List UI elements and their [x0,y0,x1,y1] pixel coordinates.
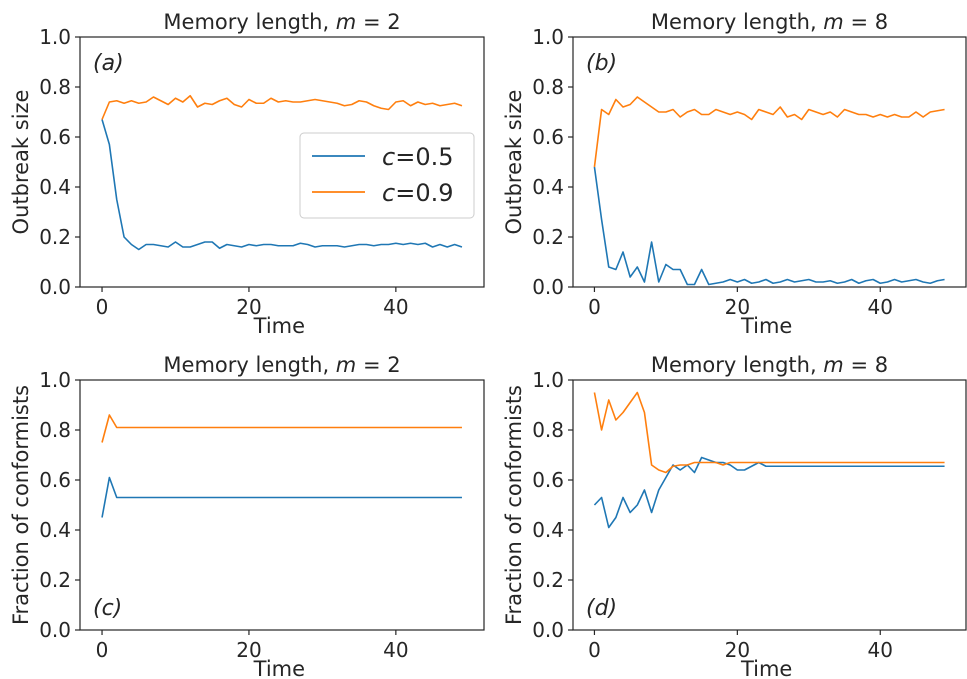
legend: c=0.5 c=0.9 [299,132,475,219]
y-tick-label: 0.4 [532,175,564,199]
plot-frame [79,379,485,631]
series-line-c-0-5 [593,166,945,286]
y-tick-label: 0.8 [39,418,71,442]
x-tick-label: 0 [588,638,601,662]
x-tick-label: 20 [725,638,750,662]
series-line-c-0-9 [101,414,462,443]
plot-frame [572,36,967,288]
series-line-c-0-5 [593,456,945,529]
series-line-c-0-9 [593,96,945,168]
y-axis-label: Outbreak size [502,90,526,235]
y-tick-label: 0.8 [532,418,564,442]
y-tick-label: 0.8 [39,75,71,99]
x-tick-label: 20 [236,638,261,662]
legend-box [299,132,475,219]
chart-panel-d: 0.0 0.2 0.4 0.6 0.8 1.0 0 20 40 Time Fraction of c… [502,353,967,679]
y-tick-label: 0.0 [39,275,71,299]
y-tick-label: 0.6 [39,125,71,149]
y-tick-label: 0.4 [39,518,71,542]
y-tick-label: 1.0 [39,368,71,392]
panel-label: (b) [586,51,617,76]
x-tick-label: 20 [725,295,750,319]
chart-title: Memory length, m = 8 [651,353,888,377]
x-tick-label: 40 [383,638,408,662]
legend-entry-label: c=0.9 [382,179,453,207]
panel-label: (a) [93,51,124,76]
y-axis-label: Fraction of conformists [9,385,33,625]
chart-title: Memory length, m = 2 [163,353,400,377]
y-tick-label: 0.2 [532,568,564,592]
series-line-c-0-9 [101,94,463,120]
plot-frame [572,379,967,631]
y-tick-label: 0.2 [39,568,71,592]
x-axis-label: Time [253,314,305,338]
x-axis-label: Time [740,314,792,338]
panel-label: (d) [586,596,617,621]
x-tick-label: 40 [868,295,893,319]
x-axis-label: Time [740,657,792,679]
series-line-c-0-5 [101,119,463,251]
chart-title: Memory length, m = 2 [163,10,400,34]
plot-frame [79,36,485,288]
y-tick-label: 0.4 [39,175,71,199]
y-tick-label: 0.6 [39,468,71,492]
x-tick-label: 0 [588,295,601,319]
y-tick-label: 0.0 [532,618,564,642]
series-line-c-0-5 [101,476,462,518]
y-axis-label: Fraction of conformists [502,385,526,625]
x-tick-label: 0 [96,638,109,662]
y-tick-label: 0.0 [39,618,71,642]
y-tick-label: 0.4 [532,518,564,542]
x-tick-label: 20 [236,295,261,319]
chart-title: Memory length, m = 8 [651,10,888,34]
y-tick-label: 1.0 [39,25,71,49]
series-line-c-0-9 [593,391,945,474]
y-tick-label: 0.2 [532,225,564,249]
y-tick-label: 0.6 [532,125,564,149]
x-tick-label: 40 [868,638,893,662]
y-tick-label: 1.0 [532,25,564,49]
chart-panel-c: 0.0 0.2 0.4 0.6 0.8 1.0 0 20 40 Time Fraction of c… [9,353,485,679]
y-tick-label: 0.0 [532,275,564,299]
chart-panel-b: 0.0 0.2 0.4 0.6 0.8 1.0 0 20 40 Time Outbreak size… [502,10,967,338]
y-tick-label: 0.2 [39,225,71,249]
y-tick-label: 1.0 [532,368,564,392]
chart-panel-a: 0.0 0.2 0.4 0.6 0.8 1.0 0 20 40 Time Outbreak size… [9,10,485,338]
legend-entry-label: c=0.5 [382,143,453,171]
panel-label: (c) [93,596,122,621]
x-axis-label: Time [253,657,305,679]
y-tick-label: 0.8 [532,75,564,99]
x-tick-label: 0 [96,295,109,319]
x-tick-label: 40 [383,295,408,319]
y-axis-label: Outbreak size [9,90,33,235]
y-tick-label: 0.6 [532,468,564,492]
